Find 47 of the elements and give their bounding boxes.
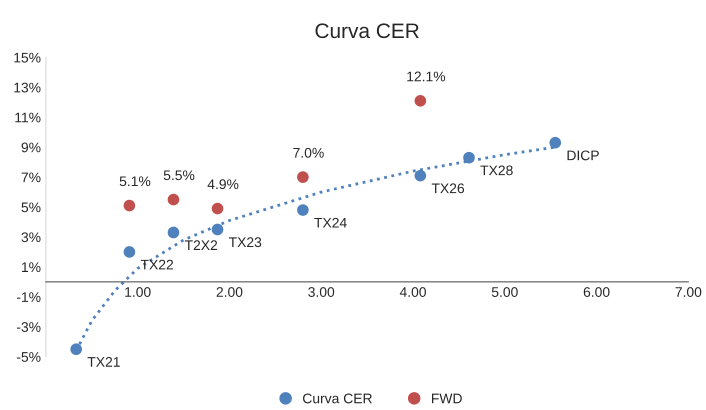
x-tick-label: 2.00 xyxy=(216,287,242,297)
point xyxy=(70,343,82,356)
point xyxy=(124,246,136,258)
point xyxy=(463,152,475,164)
point xyxy=(212,202,224,214)
chart-title: Curva CER xyxy=(316,23,419,38)
y-tick-label: -1% xyxy=(16,292,41,302)
data-label: TX26 xyxy=(432,183,464,194)
y-tick-label: -3% xyxy=(16,322,41,332)
y-tick-label: -5% xyxy=(16,352,41,362)
data-label: TX22 xyxy=(140,260,174,270)
data-label: TX23 xyxy=(228,237,262,248)
y-tick-label: 13% xyxy=(14,82,41,92)
y-tick-label: 5% xyxy=(22,202,41,212)
point xyxy=(549,136,562,149)
x-tick-label: 6.00 xyxy=(584,287,610,297)
point xyxy=(297,171,309,183)
point xyxy=(212,224,224,236)
data-label: 12.1% xyxy=(407,72,446,82)
x-tick-label: 7.00 xyxy=(676,287,702,297)
y-tick-label: 1% xyxy=(22,262,41,272)
y-tick-label: 15% xyxy=(14,52,41,63)
data-label: TX21 xyxy=(88,357,120,367)
data-label: DICP xyxy=(568,150,599,160)
x-tick-label: 3.00 xyxy=(308,287,334,297)
x-tick-label: 4.00 xyxy=(400,287,426,297)
point xyxy=(414,170,426,182)
point xyxy=(297,204,309,216)
x-tick-label: 5.00 xyxy=(492,287,518,297)
data-label: 4.9% xyxy=(208,179,238,190)
y-tick-label: 7% xyxy=(22,172,41,182)
y-tick-label: 3% xyxy=(21,232,41,242)
data-label: TX24 xyxy=(314,218,347,228)
point xyxy=(168,194,180,206)
point xyxy=(168,226,180,238)
point xyxy=(124,200,136,212)
point xyxy=(414,94,426,107)
y-tick-label: 9% xyxy=(22,142,41,152)
data-label: T2X2 xyxy=(184,240,218,250)
x-tick-label: 1.00 xyxy=(125,287,151,297)
data-label: 5.1% xyxy=(120,176,150,186)
data-label: 5.5% xyxy=(164,170,194,180)
legend-label: Curva CER xyxy=(303,394,372,404)
data-label: TX28 xyxy=(480,165,513,176)
data-label: 7.0% xyxy=(293,148,324,158)
legend-label: FWD xyxy=(432,394,462,404)
y-tick-label: 11% xyxy=(15,112,41,122)
